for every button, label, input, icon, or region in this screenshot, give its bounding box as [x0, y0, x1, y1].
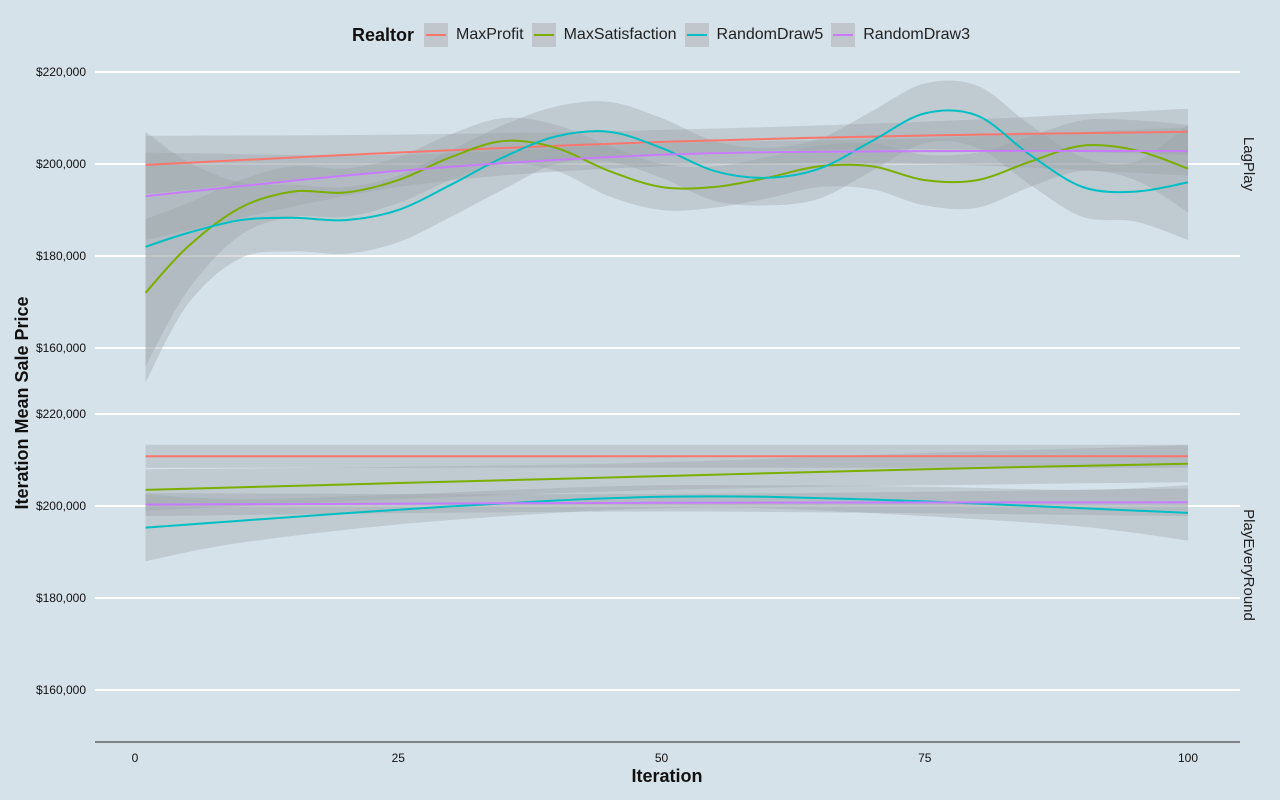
y-tick-label: $160,000 [36, 683, 86, 697]
legend-item-maxprofit[interactable]: MaxProfit [424, 23, 524, 47]
x-tick-label: 50 [655, 751, 669, 765]
legend-key-randomdraw3 [831, 23, 856, 47]
series-line-randomdraw3 [145, 149, 1189, 198]
y-tick-label: $200,000 [36, 499, 86, 513]
y-tick-label: $180,000 [36, 249, 86, 263]
y-tick-label: $160,000 [36, 341, 86, 355]
series-lines [144, 109, 1189, 529]
legend-label-maxsatisfaction: MaxSatisfaction [563, 26, 677, 43]
legend-title: Realtor [352, 24, 415, 45]
confidence-ribbons [145, 80, 1188, 562]
legend-label-maxprofit: MaxProfit [456, 26, 524, 43]
legend: Realtor MaxProfit MaxSatisfaction Random… [352, 20, 978, 50]
series-line-randomdraw5 [145, 109, 1189, 248]
x-tick-label: 0 [132, 751, 139, 765]
x-tick-label: 25 [392, 751, 406, 765]
legend-swatch-maxsatisfaction [533, 34, 554, 36]
series-line-randomdraw3 [145, 501, 1189, 506]
facet-strip-label: LagPlay [1240, 137, 1257, 192]
legend-swatch-randomdraw3 [833, 34, 854, 36]
y-tick-label: $220,000 [36, 65, 86, 79]
confidence-ribbon-maxprofit [145, 108, 1188, 194]
y-tick-label: $220,000 [36, 407, 86, 421]
y-axis-title: Iteration Mean Sale Price [12, 296, 32, 509]
gridlines [95, 71, 1240, 691]
x-tick-label: 100 [1178, 751, 1198, 765]
series-line-maxsatisfaction [145, 462, 1189, 491]
y-tick-label: $200,000 [36, 157, 86, 171]
legend-item-randomdraw5[interactable]: RandomDraw5 [684, 23, 824, 47]
x-tick-label: 75 [918, 751, 932, 765]
legend-label-randomdraw5: RandomDraw5 [716, 26, 824, 43]
legend-key-maxsatisfaction [531, 23, 556, 47]
axes: $160,000 $180,000 $200,000 $220,000 LagPlay $… [36, 65, 1257, 765]
x-axis-title: Iteration [631, 766, 702, 786]
series-line-maxprofit [145, 130, 1189, 166]
legend-item-maxsatisfaction[interactable]: MaxSatisfaction [531, 23, 677, 47]
legend-swatch-randomdraw5 [686, 34, 707, 36]
legend-label-randomdraw3: RandomDraw3 [863, 26, 970, 43]
legend-swatch-maxprofit [426, 34, 447, 36]
legend-key-randomdraw5 [684, 23, 709, 47]
series-line-randomdraw5 [145, 495, 1189, 529]
confidence-ribbon-maxsatisfaction [145, 445, 1188, 511]
series-line-maxsatisfaction [144, 139, 1189, 294]
facet-strip-label: PlayEveryRound [1240, 509, 1257, 621]
confidence-ribbon-randomdraw3 [145, 127, 1188, 240]
y-tick-label: $180,000 [36, 591, 86, 605]
legend-key-maxprofit [424, 23, 449, 47]
legend-item-randomdraw3[interactable]: RandomDraw3 [831, 23, 970, 47]
